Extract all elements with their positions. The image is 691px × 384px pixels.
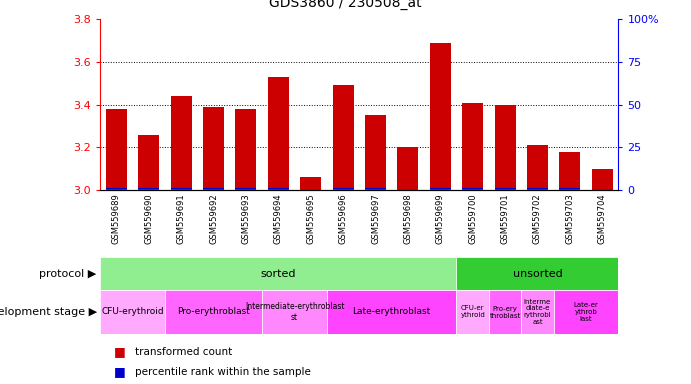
Text: GSM559696: GSM559696 xyxy=(339,194,348,244)
Text: Late-erythroblast: Late-erythroblast xyxy=(352,308,430,316)
Bar xyxy=(332,85,354,190)
Text: CFU-er
ythroid: CFU-er ythroid xyxy=(460,306,485,318)
Text: GSM559699: GSM559699 xyxy=(436,194,445,244)
Bar xyxy=(462,188,483,189)
Bar xyxy=(300,177,321,190)
Text: GSM559692: GSM559692 xyxy=(209,194,218,244)
Text: GSM559700: GSM559700 xyxy=(468,194,477,244)
Text: GSM559703: GSM559703 xyxy=(565,194,574,244)
Bar xyxy=(171,96,191,190)
Text: GSM559701: GSM559701 xyxy=(500,194,509,244)
Text: GSM559689: GSM559689 xyxy=(112,194,121,244)
Text: GSM559691: GSM559691 xyxy=(177,194,186,244)
Text: transformed count: transformed count xyxy=(135,346,232,357)
Text: ■: ■ xyxy=(114,365,126,378)
Bar xyxy=(430,188,451,189)
Bar xyxy=(327,290,457,334)
Bar xyxy=(106,188,127,189)
Text: Pro-ery
throblast: Pro-ery throblast xyxy=(489,306,521,318)
Bar xyxy=(397,147,419,190)
Bar xyxy=(365,188,386,189)
Text: ■: ■ xyxy=(114,345,126,358)
Text: CFU-erythroid: CFU-erythroid xyxy=(102,308,164,316)
Bar xyxy=(268,77,289,190)
Bar xyxy=(171,188,191,189)
Bar xyxy=(495,104,515,190)
Text: GSM559697: GSM559697 xyxy=(371,194,380,244)
Bar xyxy=(203,107,224,190)
Text: GSM559695: GSM559695 xyxy=(306,194,315,244)
Bar xyxy=(236,188,256,189)
Bar xyxy=(591,169,613,190)
Bar xyxy=(138,134,160,190)
Bar xyxy=(527,145,548,190)
Text: Late-er
ythrob
last: Late-er ythrob last xyxy=(574,302,598,322)
Bar xyxy=(462,103,483,190)
Text: GSM559694: GSM559694 xyxy=(274,194,283,244)
Text: GSM559693: GSM559693 xyxy=(241,194,250,244)
Text: Interme
diate-e
rythrobl
ast: Interme diate-e rythrobl ast xyxy=(524,298,551,326)
Text: GSM559690: GSM559690 xyxy=(144,194,153,244)
Bar xyxy=(457,290,489,334)
Text: protocol ▶: protocol ▶ xyxy=(39,268,97,279)
Bar xyxy=(262,290,327,334)
Bar xyxy=(236,109,256,190)
Bar xyxy=(203,188,224,189)
Bar xyxy=(495,188,515,189)
Bar xyxy=(365,115,386,190)
Text: development stage ▶: development stage ▶ xyxy=(0,307,97,317)
Bar xyxy=(332,188,354,189)
Bar xyxy=(527,188,548,189)
Bar xyxy=(489,290,521,334)
Bar xyxy=(165,290,262,334)
Bar xyxy=(138,188,160,189)
Text: unsorted: unsorted xyxy=(513,268,562,279)
Bar xyxy=(559,152,580,190)
Bar xyxy=(100,257,457,290)
Bar xyxy=(553,290,618,334)
Text: Pro-erythroblast: Pro-erythroblast xyxy=(177,308,250,316)
Text: GDS3860 / 230508_at: GDS3860 / 230508_at xyxy=(269,0,422,10)
Bar xyxy=(268,188,289,189)
Bar xyxy=(106,109,127,190)
Text: GSM559702: GSM559702 xyxy=(533,194,542,244)
Bar xyxy=(457,257,618,290)
Bar xyxy=(430,43,451,190)
Text: GSM559704: GSM559704 xyxy=(598,194,607,244)
Text: percentile rank within the sample: percentile rank within the sample xyxy=(135,366,311,377)
Bar xyxy=(100,290,165,334)
Text: sorted: sorted xyxy=(261,268,296,279)
Bar xyxy=(521,290,553,334)
Text: Intermediate-erythroblast
st: Intermediate-erythroblast st xyxy=(245,302,344,322)
Text: GSM559698: GSM559698 xyxy=(404,194,413,244)
